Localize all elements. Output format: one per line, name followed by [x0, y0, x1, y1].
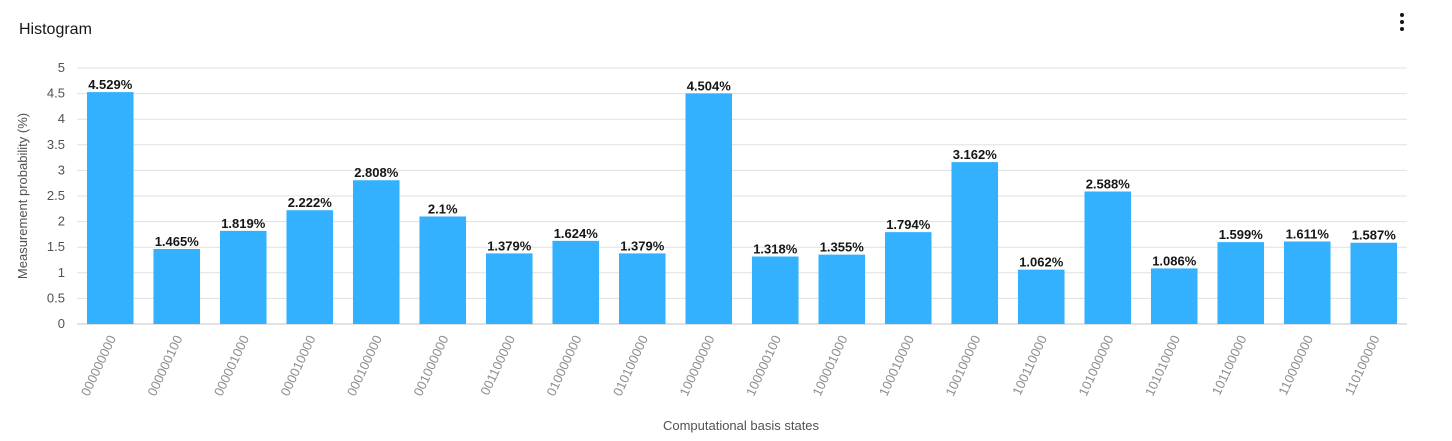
x-axis-label: Computational basis states: [663, 418, 820, 433]
bar: [1017, 269, 1065, 324]
bar-value-label: 1.062%: [1019, 255, 1064, 270]
bar: [1084, 191, 1132, 324]
y-tick-label: 4: [58, 111, 65, 126]
x-tick-label: 001100000: [477, 333, 518, 397]
bar: [1217, 242, 1265, 324]
bar: [286, 210, 334, 324]
x-tick-label: 100010000: [876, 333, 917, 398]
overflow-menu-vertical-icon[interactable]: [1392, 8, 1412, 34]
x-tick-label: 010000000: [543, 333, 584, 398]
y-tick-label: 5: [58, 60, 65, 75]
bar-value-label: 2.588%: [1086, 176, 1131, 191]
bar-value-label: 3.162%: [953, 147, 998, 162]
bar: [1150, 268, 1198, 324]
value-labels: 4.529% 1.465% 1.819% 2.222% 2.808% 2.1% 1.379%…: [88, 77, 1396, 270]
bar-value-label: 1.465%: [155, 234, 200, 249]
x-tick-label: 100000100: [743, 333, 784, 398]
x-tick-label: 000001000: [211, 333, 252, 398]
bar: [419, 216, 467, 324]
y-tick-label: 3.5: [47, 137, 65, 152]
x-tick-label: 000000000: [78, 333, 119, 398]
bar-value-label: 1.379%: [620, 238, 665, 253]
bar-value-label: 2.1%: [428, 201, 458, 216]
x-tick-label: 010100000: [610, 333, 651, 398]
bar-value-label: 4.504%: [687, 78, 732, 93]
bar-value-label: 1.794%: [886, 217, 931, 232]
y-tick-label: 3: [58, 162, 65, 177]
bar-value-label: 1.086%: [1152, 253, 1197, 268]
bar: [818, 254, 866, 324]
x-axis-ticks: 000000000 000000100 000001000 000010000 0001…: [78, 333, 1383, 398]
bar-value-label: 1.819%: [221, 216, 266, 231]
x-tick-label: 001000000: [410, 333, 451, 398]
x-tick-label: 100110000: [1009, 333, 1050, 397]
x-tick-label: 000000100: [144, 333, 185, 398]
y-tick-label: 1.5: [47, 239, 65, 254]
chart-title: Histogram: [19, 21, 92, 38]
bar: [1350, 242, 1398, 324]
bar-value-label: 2.222%: [288, 195, 333, 210]
bar-value-label: 1.379%: [487, 238, 532, 253]
y-tick-label: 0.5: [47, 290, 65, 305]
bar-value-label: 1.611%: [1286, 227, 1330, 242]
bar: [352, 180, 400, 324]
bar: [86, 92, 134, 324]
x-tick-label: 101100000: [1209, 333, 1250, 397]
y-axis-label: Measurement probability (%): [15, 113, 30, 279]
grid-lines: [77, 67, 1407, 325]
bar-value-label: 2.808%: [354, 165, 399, 180]
x-tick-label: 100100000: [942, 333, 983, 398]
bar: [1283, 241, 1331, 324]
x-tick-label: 100001000: [809, 333, 850, 398]
bar-value-label: 1.355%: [820, 240, 865, 255]
y-tick-label: 2: [58, 214, 65, 229]
bar: [485, 253, 533, 324]
bar: [219, 230, 267, 324]
x-tick-label: 110000000: [1275, 333, 1316, 397]
y-tick-label: 4.5: [47, 86, 65, 101]
bar-value-label: 1.318%: [753, 242, 798, 257]
bar: [153, 248, 201, 324]
bar-value-label: 4.529%: [88, 77, 133, 92]
bar: [951, 162, 999, 324]
bar-value-label: 1.587%: [1352, 228, 1397, 243]
bar: [552, 240, 600, 324]
y-tick-label: 2.5: [47, 188, 65, 203]
bars: [86, 92, 1398, 324]
bar: [884, 232, 932, 324]
bar-value-label: 1.624%: [554, 226, 599, 241]
y-tick-label: 1: [58, 265, 65, 280]
x-tick-label: 110100000: [1342, 333, 1383, 397]
y-axis-ticks: 0 0.5 1 1.5 2 2.5 3 3.5 4 4.5 5: [47, 60, 65, 331]
x-tick-label: 100000000: [676, 333, 717, 398]
bar: [751, 256, 799, 324]
x-tick-label: 000100000: [344, 333, 385, 398]
bar-value-label: 1.599%: [1219, 227, 1264, 242]
y-tick-label: 0: [58, 316, 65, 331]
x-tick-label: 101000000: [1075, 333, 1116, 398]
x-tick-label: 101010000: [1142, 333, 1183, 398]
x-tick-label: 000010000: [277, 333, 318, 398]
bar: [618, 253, 666, 324]
bar: [685, 93, 733, 324]
